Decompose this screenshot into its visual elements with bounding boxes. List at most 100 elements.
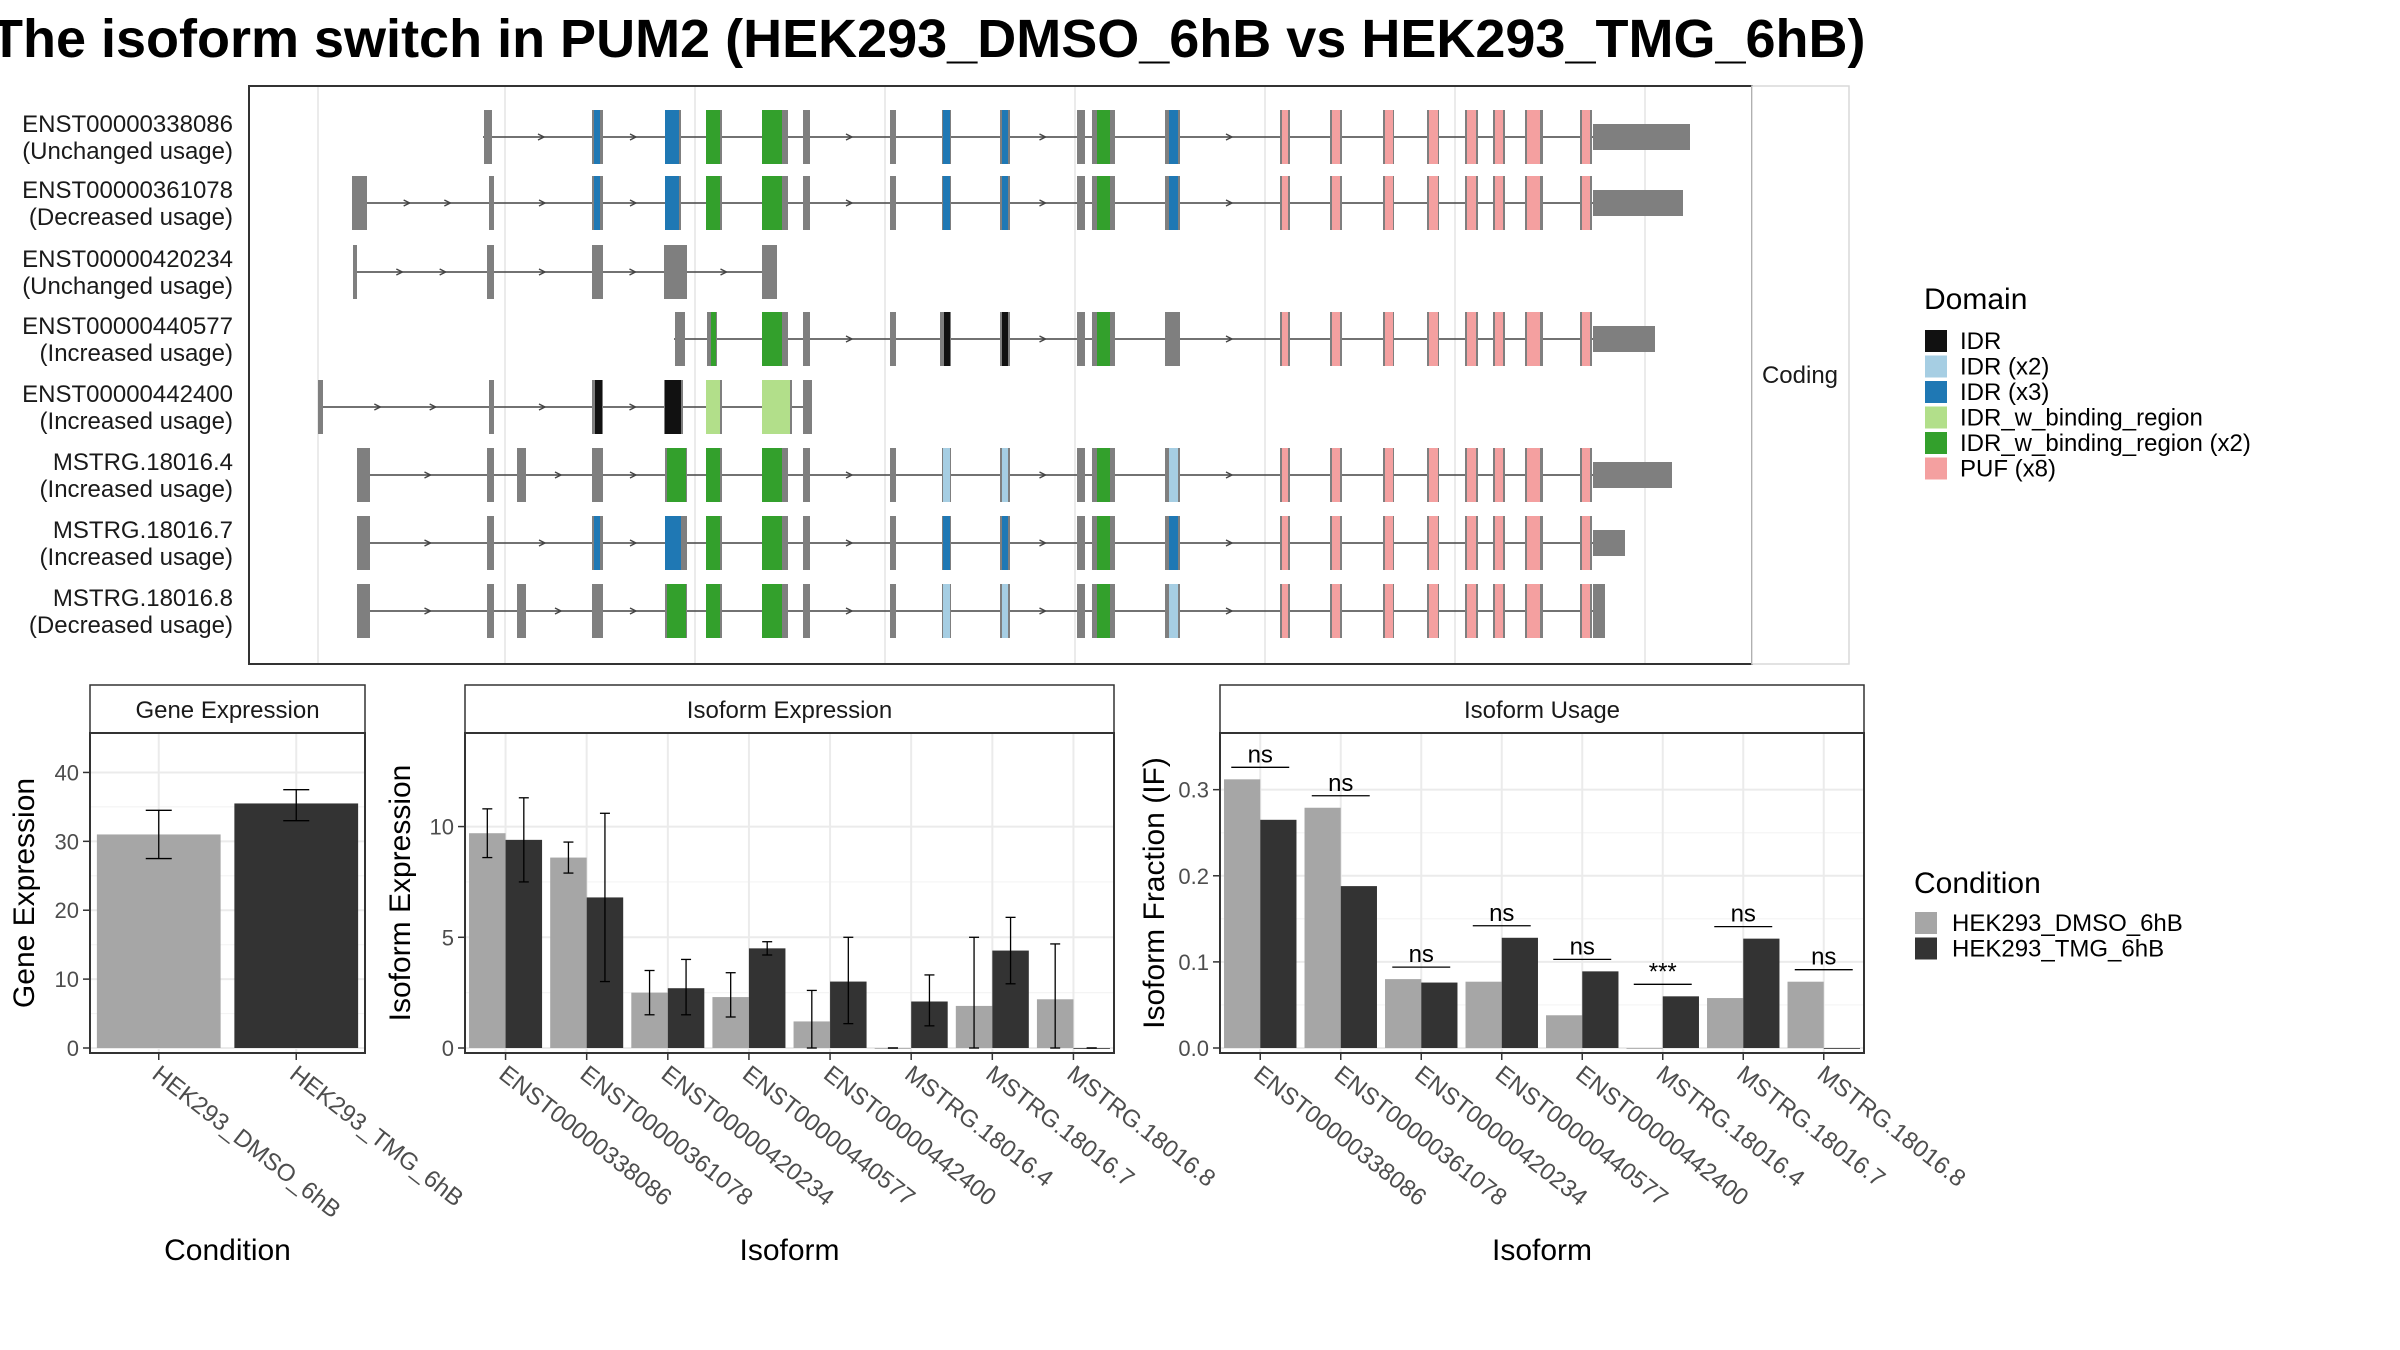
y-tick-label: 0.1 [1178,950,1209,975]
domain-block [667,584,686,638]
significance-label: ns [1328,770,1353,797]
isoform-structure-panel: Coding ENST00000338086(Unchanged usage)E… [22,85,1850,665]
domain-block [706,380,720,434]
exon [890,516,896,570]
domain-block [1002,312,1008,366]
exon [675,312,685,366]
intron-arrow [1039,471,1048,479]
domain-legend-key [1925,457,1947,480]
y-tick-label: 0.3 [1178,778,1209,803]
exon [357,448,370,502]
domain-legend-label: IDR (x3) [1960,379,2049,406]
domain-block [1527,448,1540,502]
bar [1340,886,1377,1048]
exon [1077,176,1085,230]
domain-block [706,448,720,502]
intron-arrow [538,199,547,207]
intron-arrow [424,607,433,615]
panel-title: Isoform Expression [687,697,892,724]
domain-legend-key [1925,355,1947,378]
domain-block [1467,110,1476,164]
domain-block [762,516,782,570]
domain-block [1002,516,1008,570]
exon [489,176,494,230]
x-tick-label: MSTRG.18016.7 [981,1060,1140,1192]
condition-legend-key [1915,912,1937,934]
domain-block [1429,584,1438,638]
bar [1501,937,1538,1048]
domain-block [1097,312,1110,366]
exon [357,584,370,638]
bar [1823,1048,1860,1049]
domain-block [1495,448,1503,502]
exon [352,176,367,230]
bar [1787,981,1824,1048]
isoform-id-label: MSTRG.18016.4 [53,449,233,476]
domain-block [1467,516,1476,570]
intron-arrow [629,539,638,547]
bar [96,834,221,1048]
significance-label: ns [1409,941,1434,968]
isoform-id-label: MSTRG.18016.7 [53,517,233,544]
y-axis-title: Isoform Expression [384,765,417,1022]
domain-block [1332,176,1340,230]
intron-arrow [374,403,382,411]
y-tick-label: 40 [55,760,79,785]
domain-block [595,380,602,434]
intron-arrow [429,403,438,411]
exon [890,584,896,638]
domain-block [594,516,600,570]
bar [1465,981,1502,1048]
exon [1077,516,1085,570]
intron-arrow [403,199,412,207]
intron-arrow [629,199,638,207]
y-tick-label: 5 [442,925,454,950]
domain-block [1169,176,1178,230]
bar [1304,807,1341,1048]
transcript-row: ENST00000361078(Decreased usage) [22,176,1683,231]
intron-arrow [629,471,638,479]
bar [1707,998,1744,1048]
domain-block [1169,448,1178,502]
domain-legend-label: IDR [1960,328,2001,355]
intron-arrow [424,471,433,479]
exon [762,245,777,299]
domain-block [1527,516,1540,570]
domain-block [1385,110,1393,164]
domain-block [1495,312,1503,366]
intron-arrow [1225,133,1234,141]
domain-block [1582,516,1590,570]
exon [484,110,492,164]
domain-block [762,312,782,366]
transcript-row: ENST00000442400(Increased usage) [22,380,812,435]
isoform-id-label: ENST00000442400 [22,381,233,408]
domain-block [1002,448,1008,502]
domain-block [1429,516,1438,570]
domain-block [1467,176,1476,230]
domain-block [1467,312,1476,366]
panel-strip [464,684,1115,734]
domain-block [943,584,950,638]
isoform-id-label: ENST00000361078 [22,177,233,204]
domain-block [1582,312,1590,366]
domain-block [1282,448,1288,502]
exon [487,448,494,502]
domain-block [762,176,782,230]
significance-label: ns [1489,900,1514,927]
structure-strip [1751,85,1850,665]
exon [1593,462,1672,488]
domain-block [762,448,782,502]
intron-arrow [1225,607,1234,615]
domain-block [1097,584,1110,638]
intron-arrow [1039,607,1048,615]
domain-block [667,448,686,502]
domain-block [1097,516,1110,570]
exon [1593,530,1625,556]
domain-block [943,516,950,570]
exon [1077,110,1085,164]
domain-block [1495,110,1503,164]
exon [803,380,812,434]
bar [550,857,587,1048]
domain-legend-key [1925,432,1947,454]
